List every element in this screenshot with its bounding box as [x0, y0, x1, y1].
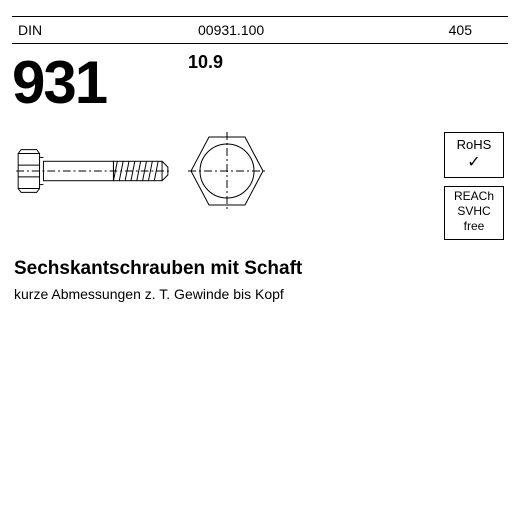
rohs-badge: RoHS ✓ — [444, 132, 504, 178]
product-title: Sechskantschrauben mit Schaft — [14, 258, 302, 280]
strength-grade: 10.9 — [188, 52, 223, 73]
header-row: DIN 00931.100 405 — [12, 16, 508, 44]
header-right: 405 — [449, 22, 472, 38]
product-subtitle: kurze Abmessungen z. T. Gewinde bis Kopf — [14, 286, 284, 302]
bolt-side-drawing — [14, 136, 174, 206]
reach-line1: REACh — [445, 189, 503, 204]
reach-line2: SVHC — [445, 204, 503, 219]
header-mid: 00931.100 — [198, 22, 264, 38]
check-icon: ✓ — [445, 153, 503, 172]
header-left: DIN — [18, 22, 42, 38]
bolt-front-hex-drawing — [188, 132, 266, 210]
standard-number: 931 — [12, 48, 106, 117]
reach-line3: free — [445, 219, 503, 234]
rohs-label: RoHS — [445, 137, 503, 153]
reach-badge: REACh SVHC free — [444, 186, 504, 240]
